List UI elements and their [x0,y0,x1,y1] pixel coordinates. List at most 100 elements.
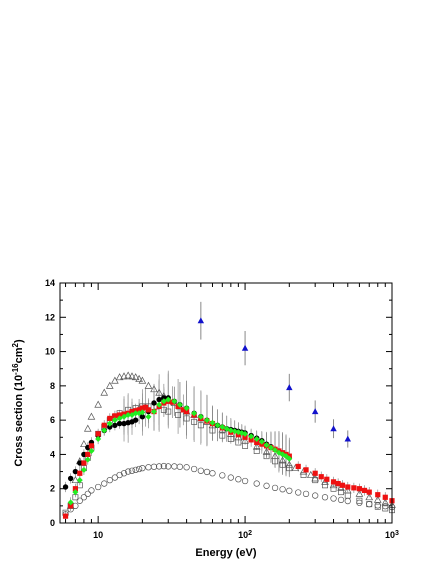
data-point-square-open [338,489,344,496]
data-point-square-filled [117,412,123,418]
data-point-square-filled [129,408,135,415]
y-axis-title: Cross section (10-16cm2) [11,339,26,467]
data-point-circle-open [116,471,123,479]
data-point-square-open [253,448,260,454]
data-point-square-filled [107,415,113,422]
data-point-square-open [374,503,381,510]
data-point-diamond-filled [253,436,260,442]
data-point-square-open [160,406,167,413]
data-point-square-open [312,477,319,484]
y-tick-label: 8 [50,381,55,391]
data-point-square-open [242,442,249,449]
data-point-diamond-filled [197,413,204,420]
data-point-square-open [165,408,172,415]
data-point-circle-filled [107,424,113,430]
data-point-square-filled [145,407,152,413]
data-point-square-filled [382,494,388,500]
data-point-diamond-filled [160,398,167,405]
data-point-triangle-filled [197,317,205,324]
x-tick-label: 102 [238,530,252,541]
data-point-square-filled [72,486,78,492]
data-point-square-filled [351,485,357,491]
data-point-square-open [191,418,198,425]
data-point-square-filled [101,422,107,428]
data-point-square-open [175,412,182,418]
y-tick-label: 12 [45,312,55,322]
data-point-circle-open [101,480,108,487]
data-point-square-filled [339,482,346,488]
data-point-circle-filled [67,475,74,482]
data-point-diamond-filled [101,427,108,434]
data-point-circle-open [295,489,302,496]
data-point-circle-open [94,483,102,491]
data-point-square-open [219,432,226,439]
data-point-square-open [183,415,190,422]
data-point-circle-filled [112,422,118,428]
data-point-square-filled [335,480,341,487]
data-point-circle-open [124,468,132,475]
data-point-circle-filled [116,420,123,427]
data-point-diamond-filled [80,466,87,473]
data-point-square-filled [62,513,69,519]
y-axis-title-prefix: Cross section (10 [13,375,25,467]
data-point-diamond-filled [272,447,279,454]
data-point-diamond-filled [116,415,123,422]
y-tick-label: 14 [45,278,55,288]
data-point-circle-open [227,474,234,481]
x-tick-label: 103 [385,530,399,541]
data-point-square-filled [303,467,309,473]
data-point-circle-open [321,494,329,501]
data-point-diamond-filled [267,444,274,451]
x-tick-label: 10 [93,530,103,540]
data-point-square-open [356,497,363,504]
y-axis-title-mid: cm [13,347,25,363]
data-point-square-open [235,439,242,446]
data-point-diamond-filled [214,422,221,429]
data-point-square-open [300,472,307,478]
data-point-diamond-filled [219,424,226,430]
data-point-square-open [279,461,286,468]
data-point-circle-open [132,466,139,474]
data-point-diamond-filled [145,413,152,420]
data-point-triangle-open [83,424,92,432]
data-point-square-filled [248,437,254,443]
data-point-triangle-filled [344,435,352,442]
data-point-triangle-filled [241,344,249,351]
data-point-circle-open [203,468,211,476]
data-point-diamond-filled [151,408,158,415]
data-point-triangle-open [80,440,88,448]
data-point-triangle-open [285,460,294,468]
data-point-triangle-open [155,388,163,396]
data-point-triangle-open [124,371,132,379]
data-point-diamond-filled [72,489,79,496]
data-point-triangle-open [71,476,80,484]
data-point-diamond-filled [191,410,198,417]
data-point-square-filled [95,431,101,437]
data-point-circle-open [106,476,113,484]
data-point-triangle-open [365,493,374,501]
data-point-circle-open [356,499,363,506]
y-tick-label: 10 [45,347,55,357]
data-point-triangle-open [311,474,319,482]
y-axis-title-exp2: 2 [11,342,20,347]
data-point-circle-open [382,503,389,510]
data-point-circle-open [139,464,146,472]
data-point-triangle-open [252,442,261,450]
data-point-circle-open [165,463,172,470]
data-point-square-filled [77,470,83,476]
data-point-square-open [209,427,216,434]
data-point-square-open [272,458,279,465]
data-point-triangle-open [111,376,119,384]
data-point-square-filled [136,407,142,413]
data-point-square-filled [112,413,118,419]
data-point-diamond-filled [227,427,234,434]
data-point-triangle-open [94,400,102,408]
data-markers [62,317,396,519]
tick-labels: 0 2 4 6 8 10 12 14 10 102 103 [45,278,399,540]
data-point-triangle-open [329,481,338,489]
data-point-circle-open [80,494,88,501]
data-point-square-filled [330,479,337,485]
data-point-triangle-open [100,388,109,396]
data-point-diamond-filled [176,401,183,408]
